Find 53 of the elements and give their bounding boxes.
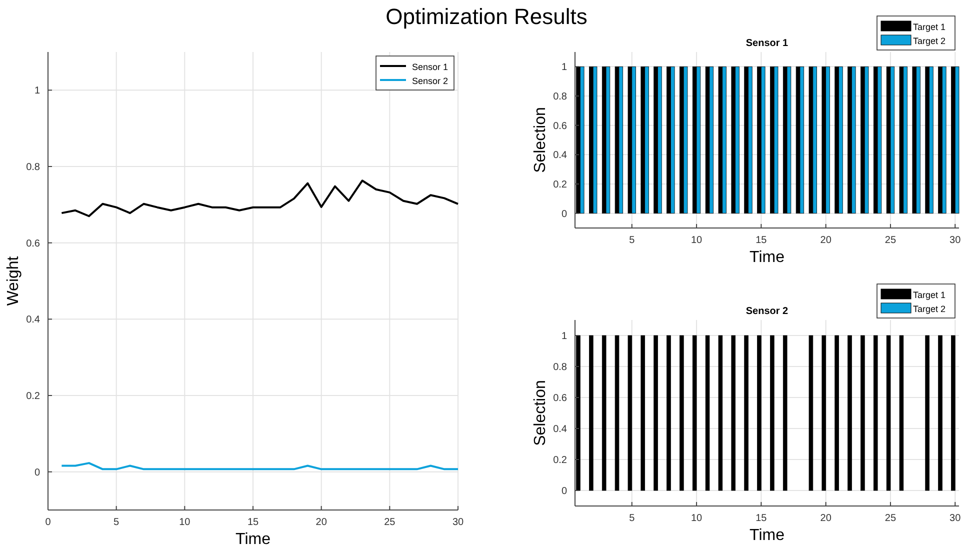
x-tick-label: 30 (452, 517, 464, 528)
x-axis-title: Time (750, 249, 785, 266)
y-tick-label: 0.6 (553, 120, 568, 132)
x-tick-label: 30 (950, 513, 962, 524)
y-axis-title: Weight (5, 256, 22, 306)
legend-label: Sensor 1 (412, 62, 448, 72)
chart-title: Sensor 2 (746, 306, 789, 317)
chart-title: Optimization Results (386, 4, 588, 29)
x-axis-title: Time (236, 531, 271, 548)
y-tick-label: 1 (561, 331, 568, 342)
y-tick-label: 0.4 (553, 424, 568, 435)
y-tick-label: 0.2 (553, 180, 568, 190)
y-tick-label: 0.4 (553, 150, 568, 162)
y-tick-label: 0 (561, 208, 568, 220)
x-tick-label: 10 (690, 235, 703, 246)
x-tick-label: 5 (629, 513, 636, 524)
x-tick-label: 20 (820, 513, 832, 524)
y-tick-label: 0.4 (26, 314, 40, 326)
x-tick-label: 10 (690, 513, 703, 524)
x-tick-label: 15 (756, 513, 768, 524)
x-tick-label: 30 (950, 235, 962, 246)
y-tick-label: 1 (561, 62, 568, 74)
y-axis-title: Selection (532, 107, 549, 173)
y-tick-label: 1 (34, 86, 40, 97)
y-tick-label: 0.2 (553, 455, 568, 466)
x-tick-label: 20 (316, 517, 328, 528)
x-tick-label: 15 (247, 517, 259, 528)
y-tick-label: 0.8 (553, 362, 568, 373)
x-tick-label: 25 (884, 513, 896, 524)
x-tick-label: 20 (820, 235, 832, 246)
x-tick-label: 0 (45, 517, 52, 528)
y-tick-label: 0.6 (26, 238, 40, 250)
legend-label: Target 2 (913, 36, 946, 46)
y-tick-label: 0.8 (26, 162, 40, 173)
y-axis-title: Selection (532, 380, 549, 446)
legend-label: Target 2 (913, 304, 946, 314)
y-tick-label: 0.8 (553, 92, 568, 102)
legend-label: Target 1 (913, 290, 946, 300)
y-tick-label: 0 (561, 486, 568, 497)
y-tick-label: 0.6 (553, 393, 568, 404)
legend-label: Target 1 (913, 22, 946, 32)
y-tick-label: 0 (34, 467, 40, 478)
x-tick-label: 15 (756, 235, 768, 246)
x-tick-label: 25 (884, 235, 896, 246)
x-tick-label: 25 (384, 517, 396, 528)
x-tick-label: 10 (179, 517, 191, 528)
legend-label: Sensor 2 (412, 76, 448, 86)
x-tick-label: 5 (114, 517, 120, 528)
x-tick-label: 5 (629, 235, 636, 246)
chart-title: Sensor 1 (746, 38, 789, 49)
x-axis-title: Time (750, 527, 785, 544)
y-tick-label: 0.2 (26, 391, 40, 402)
line-series (60, 180, 459, 218)
